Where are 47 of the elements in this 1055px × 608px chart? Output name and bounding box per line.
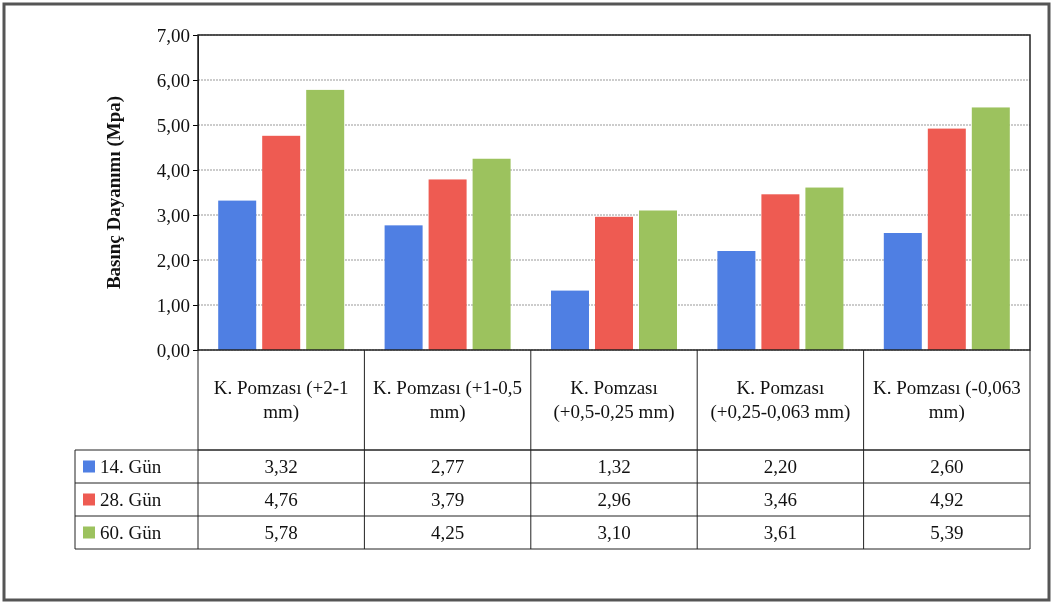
data-label: 5,78 — [264, 521, 298, 543]
y-tick-label: 4,00 — [156, 159, 190, 181]
bar — [927, 128, 966, 350]
x-tick-label: K. Pomzası (+2-1 mm) — [213, 377, 349, 423]
data-label: 4,25 — [430, 521, 465, 543]
bar — [761, 194, 800, 350]
bar — [639, 210, 677, 350]
data-label: 2,96 — [597, 488, 631, 510]
data-label: 3,46 — [763, 488, 798, 510]
data-label: 2,20 — [763, 455, 798, 477]
data-label: 2,77 — [430, 455, 465, 477]
data-label: 3,10 — [597, 521, 631, 543]
y-axis-title: Basınç Dayanımı (Mpa) — [103, 95, 125, 290]
y-tick-label: 7,00 — [156, 24, 190, 46]
bar — [717, 251, 756, 350]
data-label: 3,79 — [430, 488, 465, 510]
legend-label: 14. Gün — [100, 455, 162, 477]
y-tick-label: 3,00 — [156, 204, 190, 226]
bar — [595, 216, 633, 350]
y-tick-label: 1,00 — [156, 294, 190, 316]
legend-label: 28. Gün — [100, 488, 162, 510]
y-tick-label: 2,00 — [156, 249, 190, 271]
data-label: 4,92 — [930, 488, 964, 510]
y-tick-label: 6,00 — [156, 69, 190, 91]
data-label: 2,60 — [930, 455, 964, 477]
bar — [262, 135, 301, 350]
bar — [551, 290, 589, 350]
x-tick-label: K. Pomzası (+0,25-0,063 mm) — [710, 377, 851, 423]
x-tick-label: K. Pomzası (+0,5-0,25 mm) — [553, 377, 675, 423]
data-label: 5,39 — [930, 521, 964, 543]
data-label: 3,32 — [264, 455, 298, 477]
data-label: 3,61 — [763, 521, 798, 543]
bar — [883, 233, 922, 350]
bar — [218, 200, 257, 350]
legend-label: 60. Gün — [100, 521, 162, 543]
x-tick-label: K. Pomzası (-0,063 mm) — [872, 377, 1021, 423]
bar — [971, 107, 1010, 350]
bar — [472, 158, 511, 350]
bar — [384, 225, 423, 350]
y-tick-label: 0,00 — [156, 339, 190, 361]
y-tick-label: 5,00 — [156, 114, 190, 136]
data-label: 1,32 — [597, 455, 631, 477]
bar — [306, 89, 345, 350]
bar — [428, 179, 467, 350]
x-tick-label: K. Pomzası (+1-0,5 mm) — [373, 377, 523, 423]
data-label: 4,76 — [264, 488, 298, 510]
bar — [805, 187, 844, 350]
